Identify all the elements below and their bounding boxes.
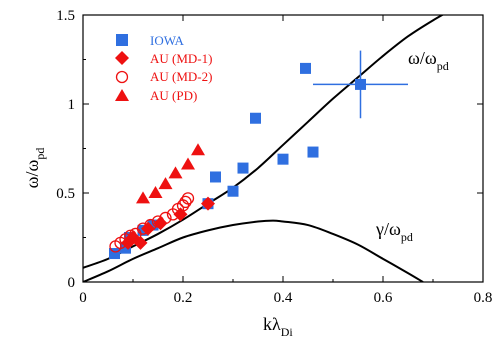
- y-tick-label: 1: [68, 97, 76, 113]
- x-tick-label: 0.8: [474, 290, 493, 306]
- au-pd-point: [191, 143, 205, 156]
- data-points: [109, 62, 319, 260]
- au-md-2-point: [124, 229, 137, 242]
- legend-label-iowa: IOWA: [150, 33, 185, 48]
- legend-label-md1: AU (MD-1): [150, 51, 212, 66]
- iowa-point: [237, 162, 249, 174]
- iowa-point: [120, 242, 131, 254]
- au-pd-point: [136, 191, 150, 204]
- x-axis-label: kλDi: [263, 314, 293, 339]
- iowa-point: [227, 185, 239, 197]
- au-pd-point: [181, 157, 195, 170]
- iowa-point: [250, 112, 261, 124]
- x-tick-label: 0: [79, 290, 87, 306]
- x-axis-ticks: 0 0.2 0.4 0.6 0.8: [79, 15, 492, 306]
- x-tick-label: 0.2: [174, 290, 193, 306]
- omega-curve-label-sub: pd: [437, 59, 449, 73]
- au-pd-point: [158, 177, 173, 190]
- iowa-point: [307, 146, 319, 158]
- x-axis-label-sub: Di: [281, 325, 294, 339]
- legend: IOWA AU (MD-1) AU (MD-2) AU (PD): [115, 33, 212, 103]
- theory-curves: [83, 15, 445, 282]
- gamma-curve-label: γ/ωpd: [375, 219, 413, 244]
- y-axis-label-main: ω/ω: [22, 160, 42, 189]
- au-md-2-point: [144, 218, 157, 232]
- error-bar: [313, 50, 408, 119]
- au-md-2-point: [151, 215, 165, 228]
- x-axis-label-main: kλ: [263, 314, 281, 334]
- gamma-curve: [83, 219, 424, 282]
- y-tick-label: 0: [68, 275, 76, 291]
- au-md-1-point: [201, 196, 215, 211]
- legend-label-pd: AU (PD): [150, 88, 197, 103]
- x-tick-label: 0.6: [374, 290, 393, 306]
- x-tick-label: 0.4: [274, 290, 293, 306]
- au-md-2-point: [159, 211, 172, 225]
- y-tick-label: 0.5: [56, 186, 75, 202]
- legend-marker-iowa: [116, 34, 128, 46]
- y-axis-label: ω/ωpd: [22, 148, 47, 189]
- au-pd-point: [168, 166, 183, 179]
- iowa-point: [300, 62, 311, 74]
- iowa-point: [277, 153, 289, 165]
- omega-curve: [83, 15, 445, 269]
- au-pd-point: [148, 186, 163, 198]
- gamma-curve-label-main: γ/ω: [375, 219, 401, 239]
- iowa-point: [109, 248, 120, 260]
- legend-marker-md2: [115, 70, 129, 84]
- omega-curve-label-main: ω/ω: [408, 48, 437, 68]
- gamma-curve-label-sub: pd: [401, 230, 413, 244]
- au-md-2-point: [179, 195, 192, 209]
- y-axis-ticks: 0 0.5 1 1.5: [56, 8, 483, 291]
- legend-label-md2: AU (MD-2): [150, 69, 212, 84]
- legend-marker-pd: [115, 89, 129, 101]
- y-axis-label-sub: pd: [33, 148, 47, 160]
- au-md-2-point: [136, 222, 150, 235]
- y-tick-label: 1.5: [56, 8, 75, 24]
- au-md-2-point: [181, 192, 195, 205]
- iowa-point: [210, 171, 221, 183]
- error-bar-point: [355, 78, 366, 90]
- legend-marker-md1: [115, 51, 129, 65]
- omega-curve-label: ω/ωpd: [408, 48, 449, 73]
